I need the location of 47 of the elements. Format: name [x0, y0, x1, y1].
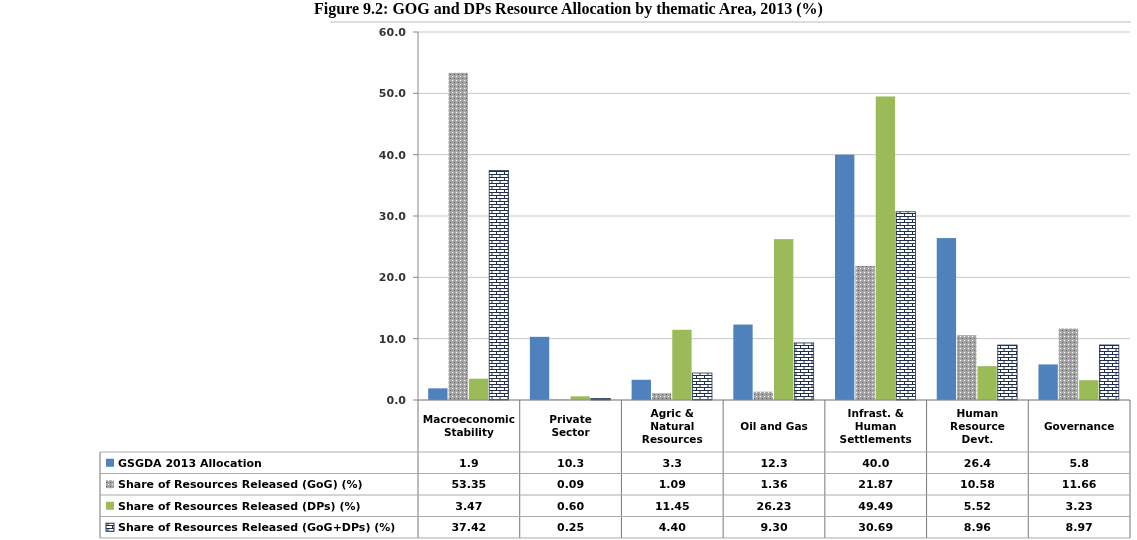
- data-label: 5.52: [963, 499, 991, 513]
- x-tick-label: Human Resource Devt.: [950, 406, 1005, 445]
- chart-title: Figure 9.2: GOG and DPs Resource Allocation by thematic Area, 2013 (%): [314, 0, 823, 18]
- data-label: 1.36: [760, 478, 788, 492]
- data-label: 3.3: [662, 456, 683, 470]
- data-label: 30.69: [858, 521, 894, 535]
- data-label: 3.23: [1065, 499, 1093, 513]
- data-label: 5.8: [1069, 456, 1089, 470]
- x-tick-label: Agric & Natural Resources: [641, 406, 703, 445]
- data-label: 10.3: [557, 456, 585, 470]
- legend-label: Share of Resources Released (GoG+DPs) (%): [118, 521, 396, 535]
- data-label: 53.35: [451, 478, 487, 492]
- data-label: 40.0: [862, 456, 890, 470]
- data-label: 26.23: [756, 499, 792, 513]
- x-tick-label: Governance: [1043, 419, 1115, 432]
- data-label: 21.87: [858, 478, 894, 492]
- legend-label: Share of Resources Released (GoG) (%): [118, 478, 363, 492]
- data-label: 12.3: [760, 456, 788, 470]
- legend-label: Share of Resources Released (DPs) (%): [118, 499, 361, 513]
- data-label: 11.45: [654, 499, 690, 513]
- data-label: 49.49: [858, 499, 894, 513]
- data-label: 0.09: [557, 478, 585, 492]
- data-label: 4.40: [658, 521, 687, 535]
- x-tick-label: Infrast. & Human Settlements: [839, 406, 912, 445]
- legend-label: GSGDA 2013 Allocation: [118, 456, 262, 470]
- data-label: 37.42: [451, 521, 487, 535]
- data-label: 8.96: [963, 521, 992, 535]
- y-tick-label: 60.0: [378, 25, 407, 39]
- data-label: 9.30: [760, 521, 788, 535]
- data-label: 0.25: [557, 521, 585, 535]
- data-label: 8.97: [1065, 521, 1093, 535]
- y-tick-label: 0.0: [386, 393, 407, 407]
- y-tick-label: 20.0: [378, 271, 407, 285]
- data-label: 1.09: [658, 478, 686, 492]
- data-label: 10.58: [960, 478, 995, 492]
- x-tick-label: Private Sector: [549, 413, 592, 439]
- y-tick-label: 50.0: [378, 87, 407, 101]
- data-label: 26.4: [963, 456, 992, 470]
- data-label: 0.60: [557, 499, 585, 513]
- y-tick-label: 30.0: [378, 209, 407, 223]
- data-label: 3.47: [455, 499, 483, 513]
- y-tick-label: 10.0: [378, 332, 407, 346]
- data-label: 1.9: [459, 456, 479, 470]
- x-tick-label: Macroeconomic Stability: [422, 413, 515, 439]
- data-label: 11.66: [1061, 478, 1097, 492]
- y-tick-label: 40.0: [378, 148, 407, 162]
- x-tick-label: Oil and Gas: [740, 419, 808, 432]
